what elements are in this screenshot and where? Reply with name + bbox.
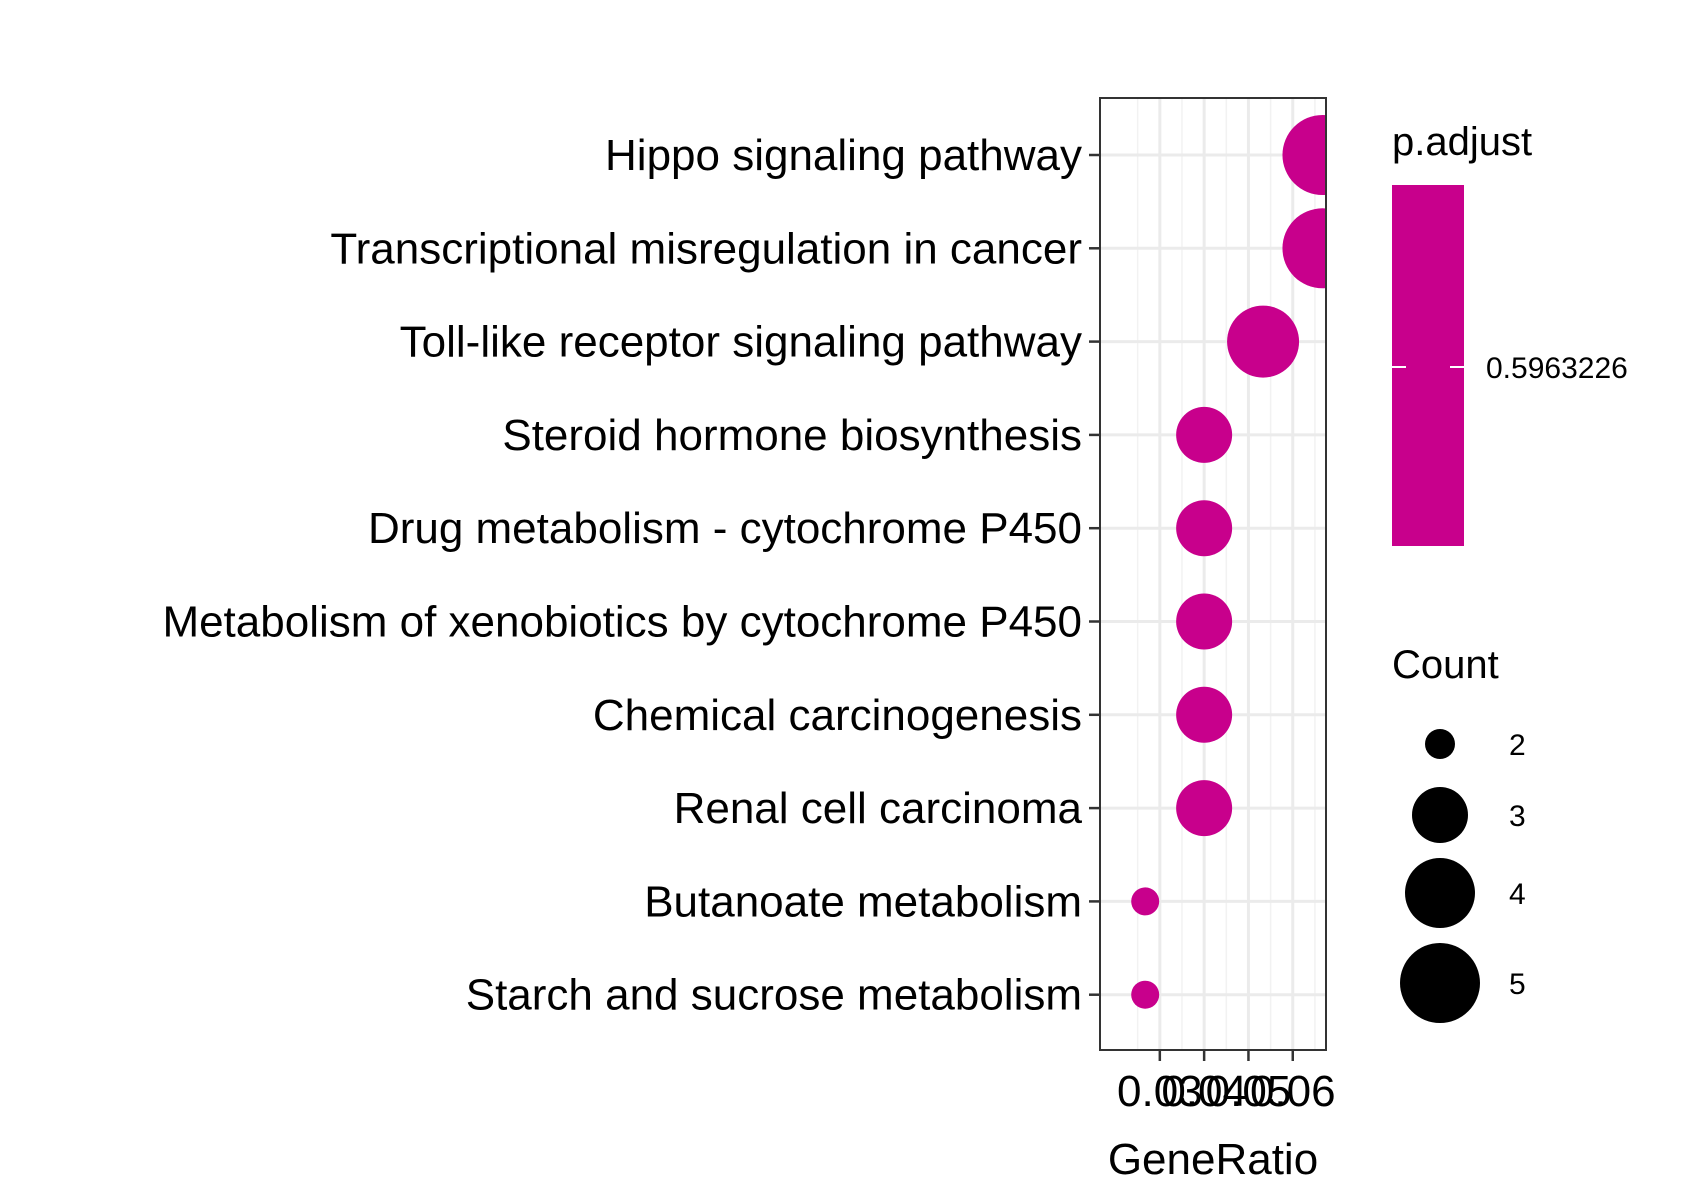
panel-border <box>1099 97 1327 1051</box>
category-label: Steroid hormone biosynthesis <box>502 411 1082 460</box>
category-label: Drug metabolism - cytochrome P450 <box>368 504 1082 553</box>
legend-color: p.adjust 0.5963226 <box>1392 120 1628 546</box>
data-point <box>1282 208 1326 289</box>
data-point <box>1176 406 1233 463</box>
data-point <box>1176 593 1233 650</box>
data-point <box>1176 686 1233 743</box>
data-point <box>1282 115 1326 195</box>
points-layer <box>1131 115 1326 1009</box>
data-point <box>1131 887 1160 916</box>
category-label: Butanoate metabolism <box>644 877 1082 926</box>
x-axis-title: GeneRatio <box>1108 1135 1318 1184</box>
category-label: Chemical carcinogenesis <box>593 691 1082 740</box>
legend-size: Count 2 3 4 5 <box>1392 643 1526 1023</box>
x-tick-label: 0.06 <box>1250 1067 1336 1116</box>
category-label: Transcriptional misregulation in cancer <box>330 224 1082 273</box>
category-label: Toll-like receptor signaling pathway <box>400 318 1082 367</box>
legend-color-title: p.adjust <box>1392 120 1532 164</box>
category-label: Renal cell carcinoma <box>674 784 1083 833</box>
category-label: Starch and sucrose metabolism <box>466 971 1082 1020</box>
legend-size-key <box>1412 787 1468 843</box>
legend-size-title: Count <box>1392 643 1499 687</box>
data-point <box>1176 780 1233 837</box>
category-label: Metabolism of xenobiotics by cytochrome … <box>162 598 1082 647</box>
category-label: Hippo signaling pathway <box>605 131 1082 180</box>
legend-size-label: 4 <box>1509 878 1526 911</box>
legend-color-label: 0.5963226 <box>1486 352 1628 385</box>
x-tick-label: 0.04 <box>1161 1067 1247 1116</box>
x-axis: 0.030.040.050.06 <box>1117 1050 1336 1116</box>
legend-size-label: 3 <box>1509 800 1526 833</box>
y-axis: Hippo signaling pathway Transcriptional m… <box>162 131 1100 1020</box>
legend-size-key <box>1400 943 1480 1023</box>
x-tick-label: 0.03 <box>1117 1067 1203 1116</box>
legend-size-label: 5 <box>1509 968 1526 1001</box>
data-point <box>1131 980 1160 1009</box>
legend-colorbar <box>1392 185 1464 546</box>
data-point <box>1227 305 1300 378</box>
data-point <box>1176 500 1233 557</box>
legend-size-label: 2 <box>1509 729 1526 762</box>
x-tick-label: 0.05 <box>1206 1067 1292 1116</box>
legend-size-key <box>1405 858 1475 928</box>
legend-size-key <box>1425 729 1455 759</box>
